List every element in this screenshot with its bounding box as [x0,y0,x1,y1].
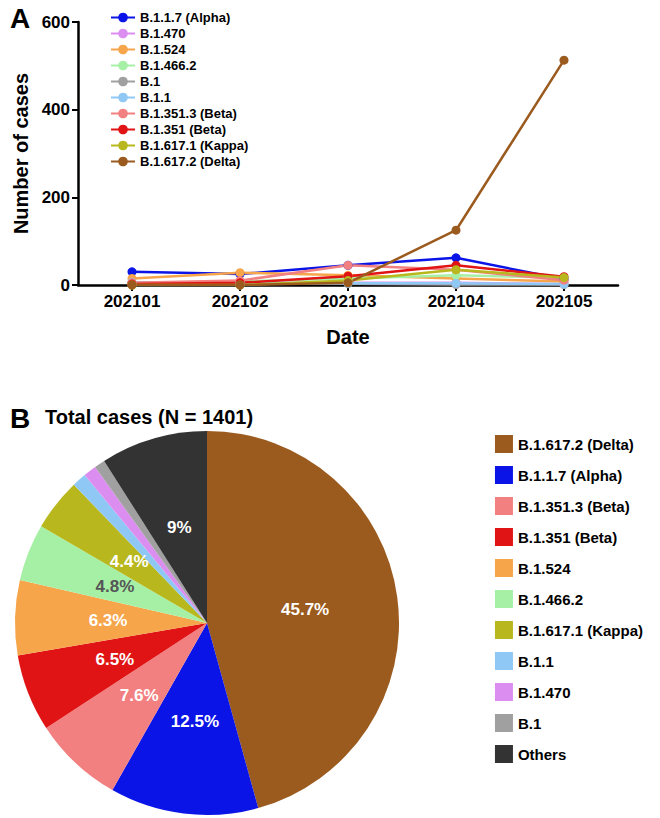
svg-text:B.1: B.1 [140,74,160,89]
svg-text:4.8%: 4.8% [96,577,135,596]
svg-text:45.7%: 45.7% [281,600,329,619]
svg-text:400: 400 [42,100,70,119]
svg-text:Date: Date [326,326,369,348]
svg-text:B.1.351 (Beta): B.1.351 (Beta) [518,529,617,546]
svg-text:202101: 202101 [104,292,161,311]
svg-text:202102: 202102 [212,292,269,311]
svg-text:Number of cases: Number of cases [10,73,32,234]
svg-text:B.1.351.3 (Beta): B.1.351.3 (Beta) [518,498,630,515]
svg-text:B.1.351.3 (Beta): B.1.351.3 (Beta) [140,106,237,121]
svg-text:B.1.1.7 (Alpha): B.1.1.7 (Alpha) [140,10,230,25]
svg-text:B.1.617.2 (Delta): B.1.617.2 (Delta) [140,154,240,169]
svg-text:B.1.617.1 (Kappa): B.1.617.1 (Kappa) [518,622,643,639]
svg-text:B.1.524: B.1.524 [518,560,571,577]
svg-text:B.1.617.2 (Delta): B.1.617.2 (Delta) [518,436,634,453]
svg-text:B.1.524: B.1.524 [140,42,186,57]
svg-text:202103: 202103 [320,292,377,311]
svg-text:6.3%: 6.3% [89,611,128,630]
svg-text:B.1.1: B.1.1 [518,653,554,670]
svg-text:12.5%: 12.5% [171,712,219,731]
svg-text:Total cases (N = 1401): Total cases (N = 1401) [45,406,253,428]
svg-text:9%: 9% [167,518,192,537]
svg-text:B.1: B.1 [518,715,541,732]
svg-text:4.4%: 4.4% [110,552,149,571]
svg-text:B.1.351 (Beta): B.1.351 (Beta) [140,122,226,137]
svg-text:B.1.1.7 (Alpha): B.1.1.7 (Alpha) [518,467,622,484]
svg-text:200: 200 [42,188,70,207]
svg-text:0: 0 [61,276,70,295]
svg-text:7.6%: 7.6% [120,686,159,705]
svg-text:B.1.470: B.1.470 [140,26,186,41]
svg-text:600: 600 [42,13,70,32]
svg-text:B.1.466.2: B.1.466.2 [518,591,583,608]
svg-text:B.1.617.1 (Kappa): B.1.617.1 (Kappa) [140,138,248,153]
svg-text:B: B [10,403,30,434]
svg-text:6.5%: 6.5% [95,650,134,669]
svg-text:Others: Others [518,746,566,763]
svg-text:202104: 202104 [428,292,485,311]
svg-text:B.1.1: B.1.1 [140,90,171,105]
svg-text:202105: 202105 [536,292,593,311]
svg-text:B.1.470: B.1.470 [518,684,571,701]
svg-text:B.1.466.2: B.1.466.2 [140,58,196,73]
svg-text:A: A [10,3,30,34]
